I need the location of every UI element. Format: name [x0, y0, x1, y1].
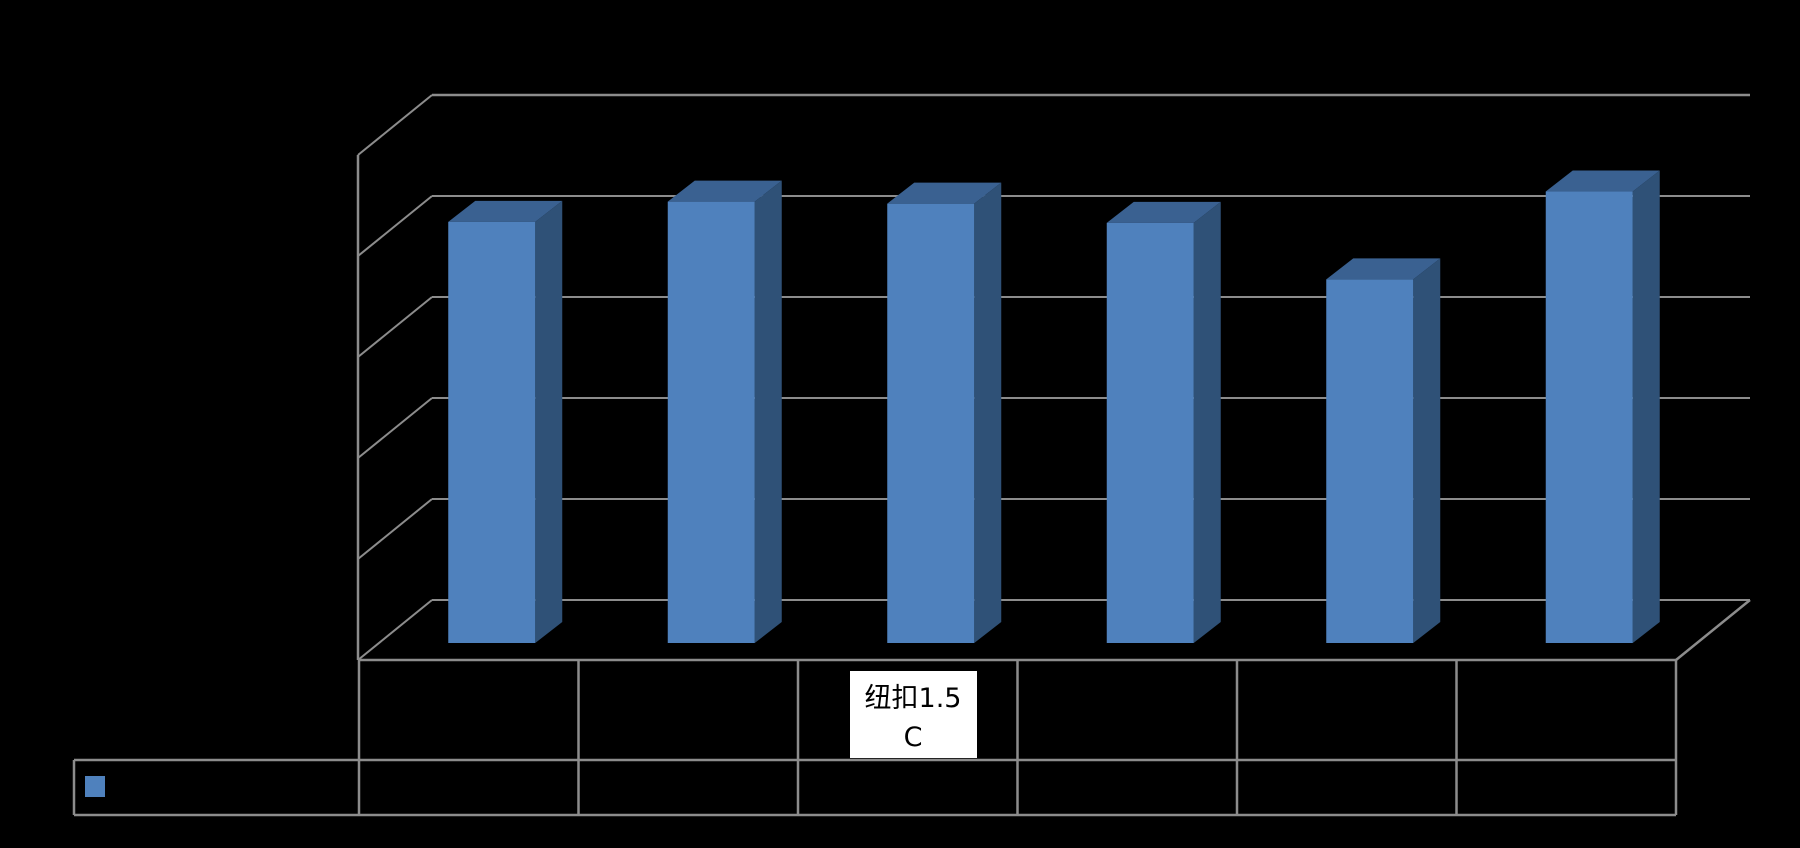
bar-side-face: [1413, 258, 1441, 643]
bar-front-face: [1545, 191, 1633, 643]
bar-top-face: [887, 182, 1002, 204]
data-table-grid: [72, 660, 1678, 817]
bar-front-face: [1106, 222, 1194, 643]
bar-3d: [1326, 258, 1441, 643]
bar-3d: [667, 180, 782, 643]
bar-3d: [448, 200, 563, 643]
category-label-line1: 纽扣1.5: [865, 683, 962, 714]
bar-side-face: [974, 182, 1002, 643]
bar-front-face: [448, 221, 536, 643]
side-wall-gridline: [357, 397, 433, 459]
bar-top-face: [1106, 201, 1221, 223]
category-label-line2: C: [904, 722, 923, 753]
category-label-box: 纽扣1.5 C: [850, 671, 977, 758]
bar-3d: [887, 182, 1002, 643]
legend-key-icon: [85, 776, 105, 797]
side-wall-gridline: [357, 195, 433, 257]
side-wall-gridline: [357, 599, 433, 661]
category-label-background: [850, 671, 977, 758]
bar-top-face: [667, 180, 782, 202]
bar-front-face: [887, 203, 975, 643]
floor-right-edge: [1675, 599, 1751, 661]
legend: [85, 776, 105, 797]
side-wall-gridline: [357, 498, 433, 560]
bar-front-face: [667, 201, 755, 643]
bar-front-face: [1326, 279, 1414, 643]
plot-walls-and-gridlines: [356, 93, 1751, 662]
bar-3d: [1545, 170, 1660, 643]
bar-top-face: [448, 200, 563, 222]
bar-top-face: [1326, 258, 1441, 280]
bar-side-face: [1632, 170, 1660, 643]
bar-series: [448, 170, 1660, 643]
bar-3d: [1106, 201, 1221, 643]
bar-side-face: [535, 200, 563, 643]
bar-side-face: [1193, 201, 1221, 643]
bar-top-face: [1545, 170, 1660, 192]
side-wall-gridline: [357, 94, 433, 156]
bar-side-face: [754, 180, 782, 643]
side-wall-gridline: [357, 296, 433, 358]
